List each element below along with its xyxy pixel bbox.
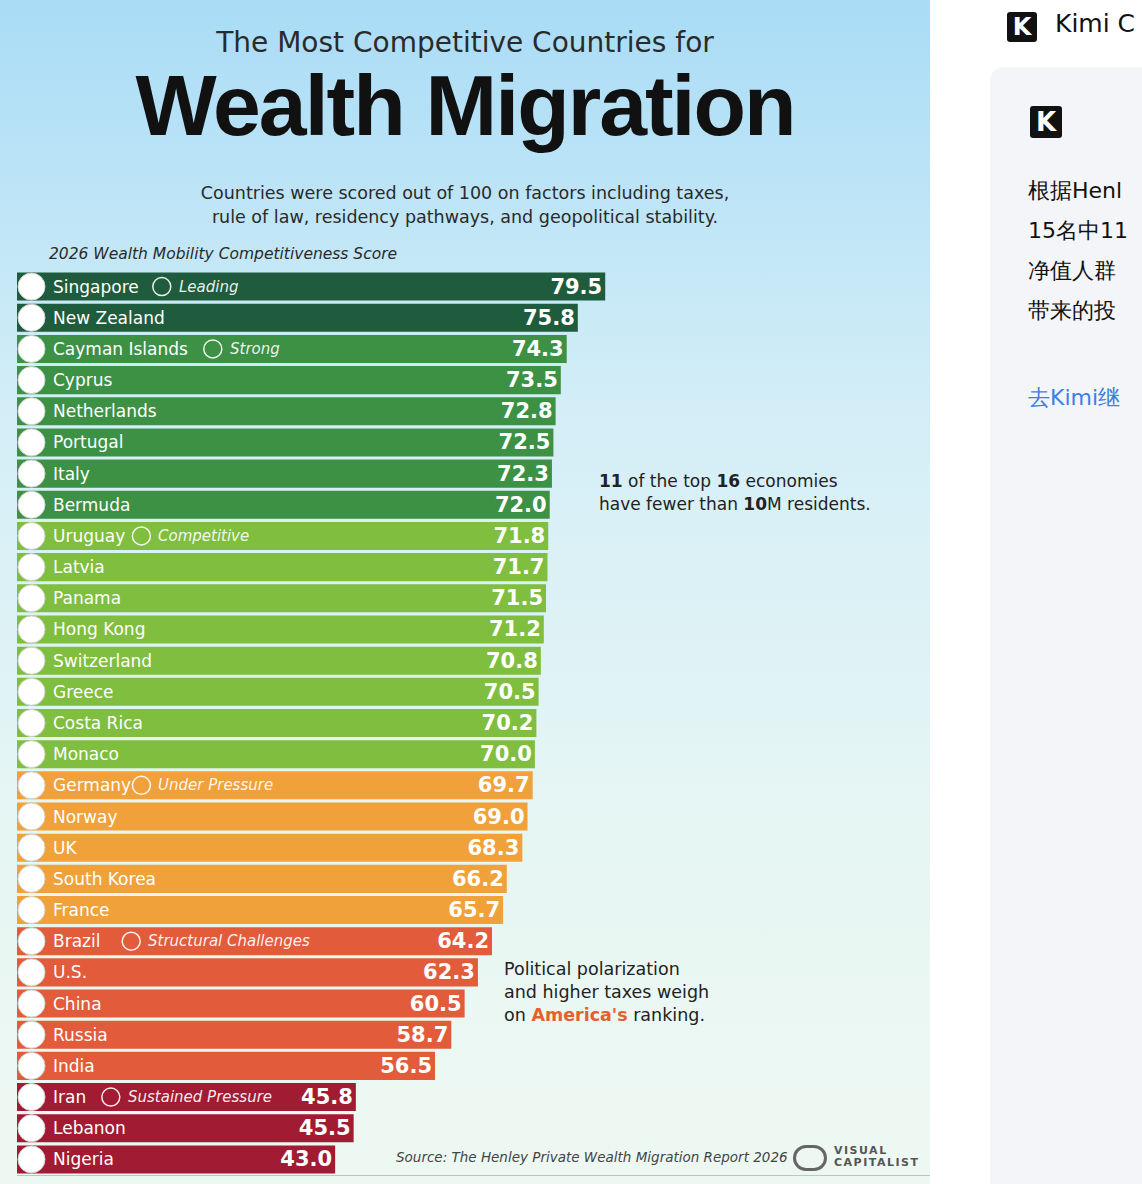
svg-text:72.3: 72.3 — [497, 462, 549, 486]
svg-text:Greece: Greece — [53, 682, 114, 702]
svg-text:Monaco: Monaco — [53, 744, 119, 764]
svg-text:Russia: Russia — [53, 1025, 108, 1045]
html-text:K: K — [1035, 107, 1057, 137]
svg-text:China: China — [53, 994, 102, 1014]
svg-text:70.8: 70.8 — [486, 649, 538, 673]
html-text:2026 Wealth Mobility Competiti: 2026 Wealth Mobility Competitiveness Sco… — [49, 245, 398, 263]
svg-text:Panama: Panama — [53, 588, 121, 608]
svg-text:India: India — [53, 1056, 95, 1076]
svg-text:Nigeria: Nigeria — [53, 1149, 114, 1169]
svg-text:Bermuda: Bermuda — [53, 495, 130, 515]
html-text:Source: The Henley Private Wea: Source: The Henley Private Wealth Migrat… — [396, 1149, 788, 1165]
svg-text:72.5: 72.5 — [499, 430, 551, 454]
svg-text:68.3: 68.3 — [468, 836, 520, 860]
svg-text:74.3: 74.3 — [512, 337, 564, 361]
svg-text:64.2: 64.2 — [437, 929, 489, 953]
svg-text:70.2: 70.2 — [482, 711, 534, 735]
svg-text:72.0: 72.0 — [495, 493, 547, 517]
svg-text:Germany: Germany — [53, 775, 131, 795]
html-text:15名中11: 15名中11 — [1028, 218, 1128, 243]
svg-text:45.8: 45.8 — [301, 1085, 353, 1109]
html-text:rule of law, residency pathway: rule of law, residency pathways, and geo… — [211, 207, 719, 227]
html-text:带来的投: 带来的投 — [1028, 298, 1116, 323]
html-text:The Most Competitive Countries: The Most Competitive Countries for — [216, 26, 714, 59]
svg-text:71.2: 71.2 — [489, 617, 541, 641]
svg-text:Netherlands: Netherlands — [53, 401, 157, 421]
svg-text:58.7: 58.7 — [396, 1023, 448, 1047]
svg-text:New Zealand: New Zealand — [53, 308, 165, 328]
html-text:11 of the top 16 economies: 11 of the top 16 economies — [599, 471, 838, 491]
svg-text:UK: UK — [53, 838, 77, 858]
html-text:根据Henl: 根据Henl — [1028, 178, 1123, 203]
svg-text:62.3: 62.3 — [423, 960, 475, 984]
svg-text:65.7: 65.7 — [448, 898, 500, 922]
svg-text:69.7: 69.7 — [478, 773, 530, 797]
html-text:净值人群: 净值人群 — [1028, 258, 1116, 283]
svg-text:60.5: 60.5 — [410, 992, 462, 1016]
svg-text:Structural Challenges: Structural Challenges — [148, 932, 310, 950]
svg-text:South Korea: South Korea — [53, 869, 156, 889]
svg-text:Latvia: Latvia — [53, 557, 105, 577]
html-text:on America's ranking.: on America's ranking. — [504, 1005, 705, 1025]
svg-text:Strong: Strong — [230, 340, 280, 358]
svg-text:Costa Rica: Costa Rica — [53, 713, 143, 733]
html-text:K: K — [1012, 13, 1032, 41]
svg-text:Brazil: Brazil — [53, 931, 100, 951]
svg-text:Cayman Islands: Cayman Islands — [53, 339, 188, 359]
html-text:CAPITALIST: CAPITALIST — [834, 1156, 920, 1169]
svg-text:Lebanon: Lebanon — [53, 1118, 126, 1138]
svg-text:Singapore: Singapore — [53, 277, 139, 297]
svg-text:Competitive: Competitive — [158, 527, 249, 545]
svg-text:Norway: Norway — [53, 807, 118, 827]
svg-text:73.5: 73.5 — [506, 368, 558, 392]
svg-text:75.8: 75.8 — [523, 306, 575, 330]
svg-text:Cyprus: Cyprus — [53, 370, 112, 390]
svg-text:71.8: 71.8 — [493, 524, 545, 548]
svg-text:Leading: Leading — [179, 278, 239, 296]
html-text:Kimi C: Kimi C — [1055, 9, 1135, 38]
svg-text:71.7: 71.7 — [493, 555, 545, 579]
svg-text:71.5: 71.5 — [491, 586, 543, 610]
svg-text:69.0: 69.0 — [473, 805, 525, 829]
svg-text:43.0: 43.0 — [280, 1147, 332, 1171]
html-text:and higher taxes weigh: and higher taxes weigh — [504, 982, 710, 1002]
svg-text:70.0: 70.0 — [480, 742, 532, 766]
html-text:Political polarization: Political polarization — [504, 959, 680, 979]
svg-text:56.5: 56.5 — [380, 1054, 432, 1078]
svg-text:Hong Kong: Hong Kong — [53, 619, 145, 639]
svg-text:France: France — [53, 900, 110, 920]
svg-text:Uruguay: Uruguay — [53, 526, 125, 546]
svg-text:70.5: 70.5 — [484, 680, 536, 704]
svg-text:Switzerland: Switzerland — [53, 651, 152, 671]
html-text:VISUAL: VISUAL — [834, 1144, 888, 1157]
svg-text:Iran: Iran — [53, 1087, 86, 1107]
svg-text:Under Pressure: Under Pressure — [158, 776, 273, 794]
svg-text:Sustained Pressure: Sustained Pressure — [128, 1088, 272, 1106]
html-text:去Kimi继: 去Kimi继 — [1028, 385, 1121, 410]
svg-text:66.2: 66.2 — [452, 867, 504, 891]
svg-text:72.8: 72.8 — [501, 399, 553, 423]
svg-text:79.5: 79.5 — [550, 275, 602, 299]
html-text:Wealth Migration: Wealth Migration — [135, 57, 795, 153]
svg-text:Italy: Italy — [53, 464, 90, 484]
html-text:Countries were scored out of 1: Countries were scored out of 100 on fact… — [200, 183, 730, 203]
html-text:have fewer than 10 M residents: have fewer than 10 M residents. — [599, 494, 871, 514]
svg-text:Portugal: Portugal — [53, 432, 123, 452]
svg-text:45.5: 45.5 — [299, 1116, 351, 1140]
svg-text:U.S.: U.S. — [53, 962, 87, 982]
